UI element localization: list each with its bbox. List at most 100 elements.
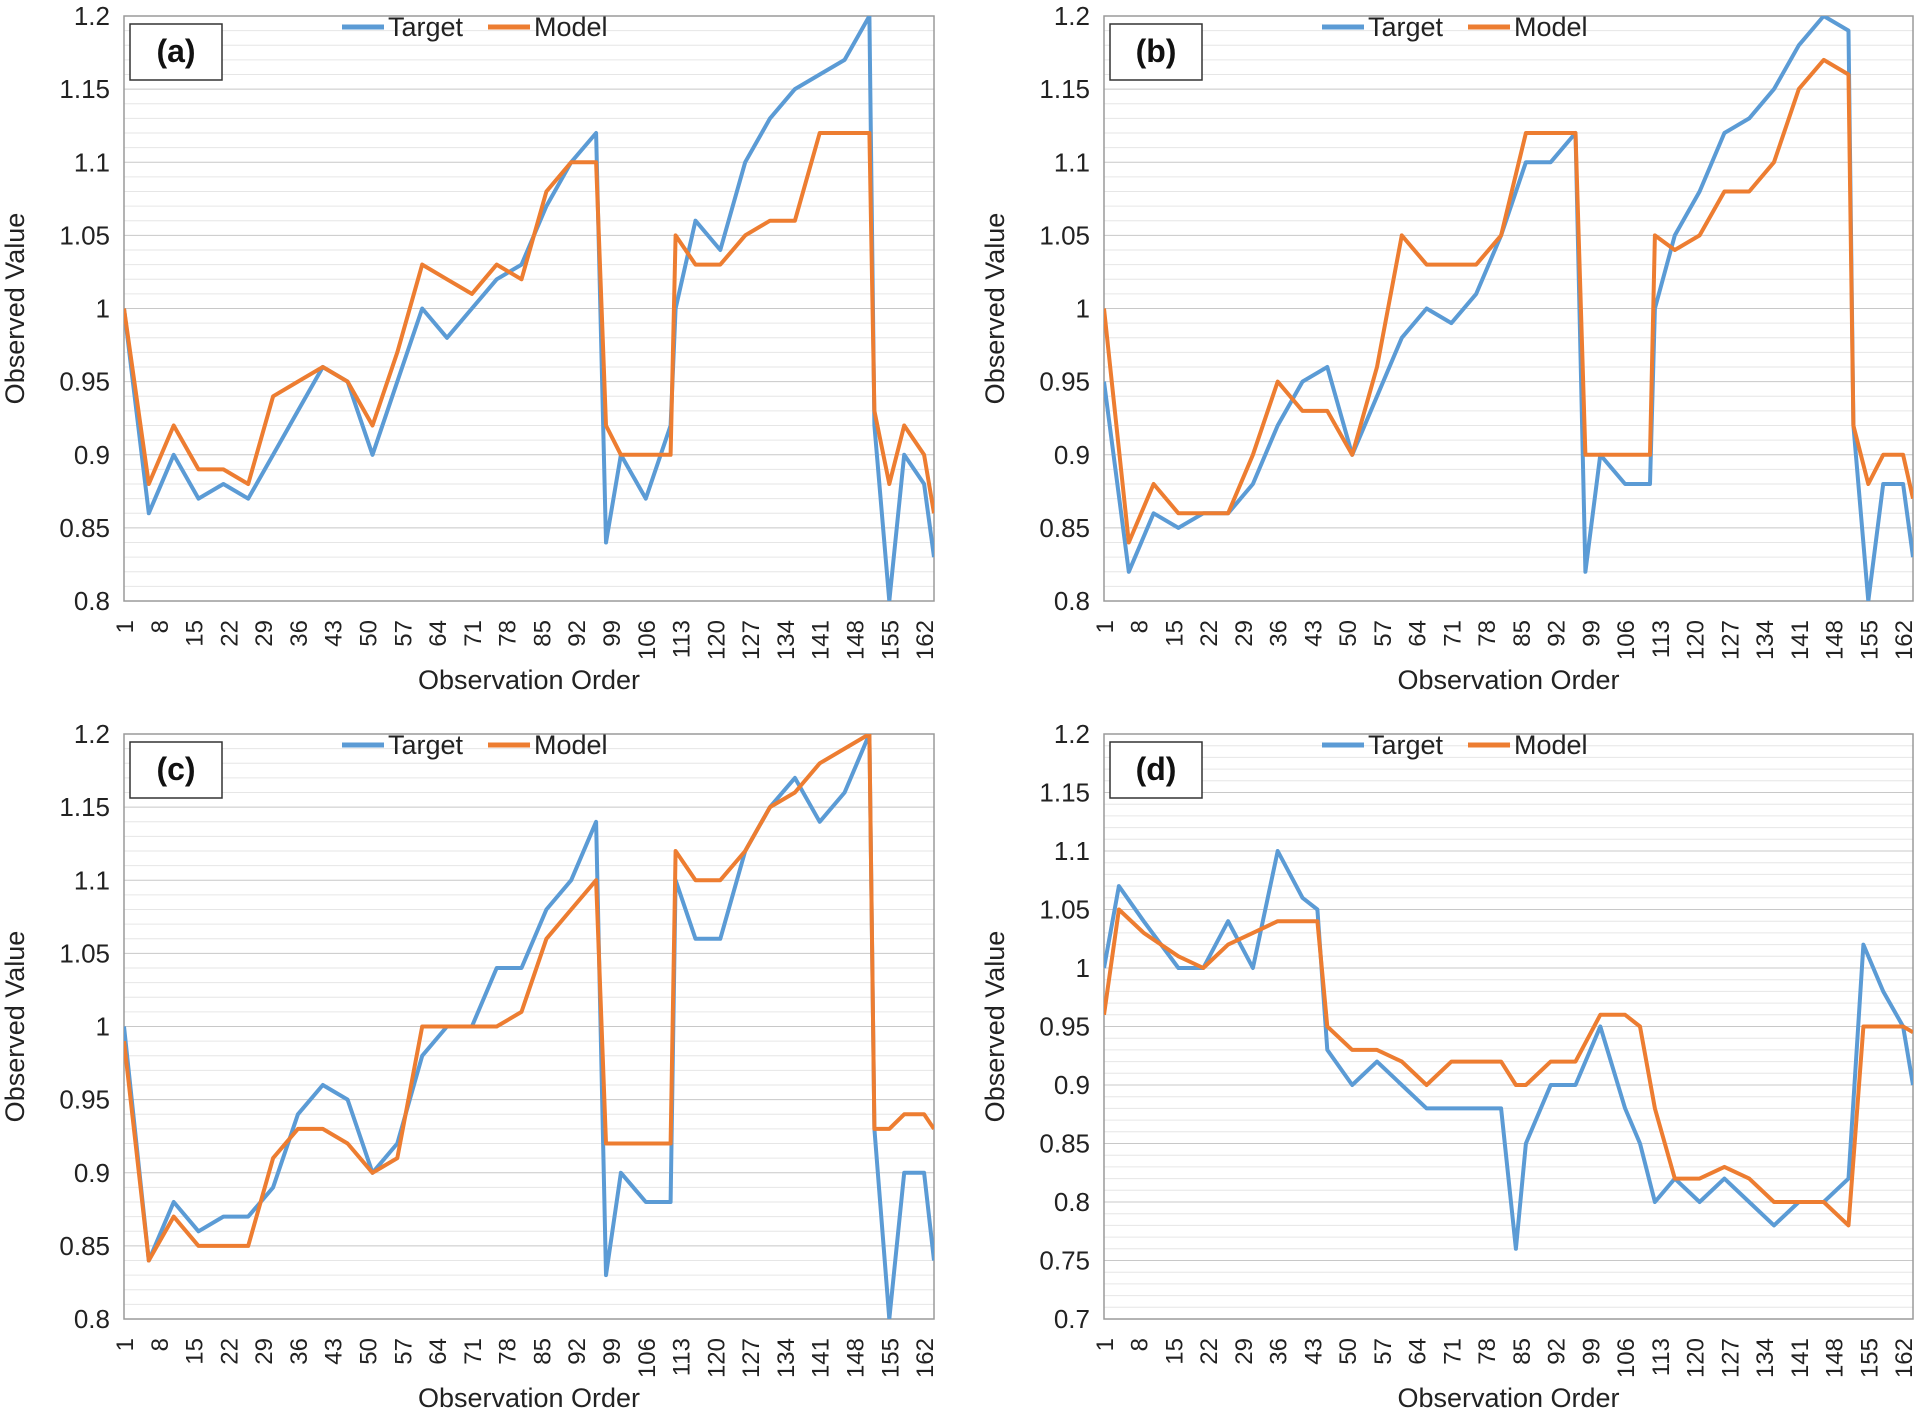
y-tick-label: 0.9 xyxy=(74,440,110,470)
x-tick-label: 162 xyxy=(1891,620,1918,660)
x-tick-label: 141 xyxy=(808,1338,835,1378)
x-tick-label: 22 xyxy=(216,1338,243,1365)
x-axis-title: Observation Order xyxy=(1397,665,1619,695)
legend-label-model: Model xyxy=(534,12,608,42)
x-tick-label: 92 xyxy=(1544,620,1571,647)
x-tick-label: 99 xyxy=(1578,1338,1605,1365)
x-tick-label: 148 xyxy=(842,1338,869,1378)
x-tick-label: 29 xyxy=(251,1338,278,1365)
y-tick-label: 1.2 xyxy=(1054,719,1090,749)
x-tick-label: 29 xyxy=(1231,1338,1258,1365)
x-tick-label: 43 xyxy=(321,620,348,647)
plot-area-frame xyxy=(1103,733,1914,1320)
x-tick-label: 92 xyxy=(1544,1338,1571,1365)
y-tick-label: 1.15 xyxy=(59,792,110,822)
x-tick-label: 99 xyxy=(599,620,626,647)
y-tick-label: 0.95 xyxy=(1039,1012,1090,1042)
panel-label-box xyxy=(129,23,223,81)
x-tick-label: 1 xyxy=(1092,1338,1119,1351)
y-tick-label: 1.2 xyxy=(1054,1,1090,31)
y-tick-label: 1.05 xyxy=(59,938,110,968)
x-tick-label: 106 xyxy=(1613,1338,1640,1378)
x-tick-label: 22 xyxy=(1196,620,1223,647)
x-tick-label: 78 xyxy=(1474,1338,1501,1365)
y-tick-label: 1 xyxy=(96,1012,110,1042)
x-tick-label: 155 xyxy=(877,1338,904,1378)
x-tick-label: 57 xyxy=(390,1338,417,1365)
series-line-target xyxy=(124,16,934,601)
x-tick-label: 134 xyxy=(1752,1338,1779,1378)
x-tick-label: 71 xyxy=(460,620,487,647)
x-tick-label: 134 xyxy=(773,620,800,660)
x-tick-label: 78 xyxy=(495,1338,522,1365)
y-tick-label: 1.1 xyxy=(74,147,110,177)
legend-label-target: Target xyxy=(1368,730,1444,760)
x-tick-label: 127 xyxy=(738,620,765,660)
y-tick-label: 1 xyxy=(1076,953,1090,983)
x-tick-label: 127 xyxy=(1717,620,1744,660)
y-axis-title: Observed Value xyxy=(0,931,30,1123)
legend-label-model: Model xyxy=(1514,12,1588,42)
panel-label-box xyxy=(1109,741,1203,799)
x-tick-label: 162 xyxy=(912,620,939,660)
x-tick-label: 36 xyxy=(286,620,313,647)
x-tick-label: 1 xyxy=(112,1338,139,1351)
x-tick-label: 106 xyxy=(1613,620,1640,660)
x-tick-label: 120 xyxy=(703,1338,730,1378)
y-axis-title: Observed Value xyxy=(980,931,1010,1123)
y-tick-label: 1.1 xyxy=(1054,147,1090,177)
y-tick-label: 0.8 xyxy=(74,586,110,616)
y-tick-label: 1.15 xyxy=(59,74,110,104)
x-tick-label: 134 xyxy=(1752,620,1779,660)
x-tick-label: 43 xyxy=(1300,620,1327,647)
x-tick-label: 36 xyxy=(1266,620,1293,647)
x-tick-label: 127 xyxy=(1717,1338,1744,1378)
x-tick-label: 29 xyxy=(251,620,278,647)
legend-label-model: Model xyxy=(1514,730,1588,760)
x-tick-label: 92 xyxy=(564,620,591,647)
y-tick-label: 0.85 xyxy=(59,513,110,543)
x-tick-label: 8 xyxy=(1127,620,1154,633)
x-tick-label: 36 xyxy=(286,1338,313,1365)
x-tick-label: 15 xyxy=(182,1338,209,1365)
x-tick-label: 99 xyxy=(599,1338,626,1365)
x-tick-label: 113 xyxy=(669,1338,696,1376)
x-tick-label: 155 xyxy=(877,620,904,660)
x-tick-label: 71 xyxy=(460,1338,487,1365)
series-line-target xyxy=(124,734,934,1319)
y-tick-label: 1.05 xyxy=(1039,895,1090,925)
series-line-model xyxy=(1104,57,1913,545)
x-tick-label: 85 xyxy=(529,1338,556,1365)
x-tick-label: 43 xyxy=(1300,1338,1327,1365)
y-axis-title: Observed Value xyxy=(0,213,30,405)
x-tick-label: 155 xyxy=(1856,620,1883,660)
x-tick-label: 43 xyxy=(321,1338,348,1365)
x-tick-label: 127 xyxy=(738,1338,765,1378)
y-tick-label: 0.9 xyxy=(1054,1070,1090,1100)
y-tick-label: 1 xyxy=(96,294,110,324)
x-tick-label: 78 xyxy=(1474,620,1501,647)
y-tick-label: 1.15 xyxy=(1039,74,1090,104)
y-axis-title: Observed Value xyxy=(980,213,1010,405)
y-tick-label: 1.05 xyxy=(1039,220,1090,250)
x-tick-label: 71 xyxy=(1439,620,1466,647)
y-tick-label: 0.95 xyxy=(59,367,110,397)
x-tick-label: 71 xyxy=(1439,1338,1466,1365)
panel-label: (b) xyxy=(1136,33,1177,69)
y-tick-label: 0.7 xyxy=(1054,1304,1090,1334)
legend-label-target: Target xyxy=(1368,12,1444,42)
x-axis-title: Observation Order xyxy=(418,1383,640,1413)
x-tick-label: 113 xyxy=(669,620,696,658)
series-line-model xyxy=(124,131,934,514)
y-tick-label: 0.95 xyxy=(1039,367,1090,397)
x-tick-label: 85 xyxy=(1509,1338,1536,1365)
x-tick-label: 148 xyxy=(1822,620,1849,660)
x-tick-label: 141 xyxy=(808,620,835,660)
legend-label-model: Model xyxy=(534,730,608,760)
x-tick-label: 8 xyxy=(147,620,174,633)
x-tick-label: 57 xyxy=(1370,1338,1397,1365)
panel-label-box xyxy=(1109,23,1203,81)
x-tick-label: 64 xyxy=(1405,620,1432,647)
